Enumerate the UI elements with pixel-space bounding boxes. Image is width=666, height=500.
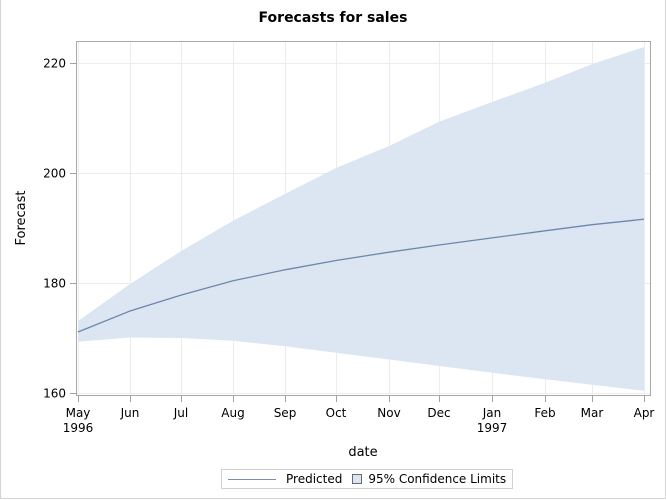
plot-area-border <box>76 41 651 396</box>
y-tick-label: 180 <box>43 277 66 291</box>
confidence-band <box>78 47 644 391</box>
y-tick-label: 220 <box>43 57 66 71</box>
chart-title: Forecasts for sales <box>258 10 408 26</box>
y-axis: 160 180 200 220 <box>43 57 76 401</box>
x-tick-label: May <box>66 406 91 420</box>
x-tick-label: Jul <box>173 406 188 420</box>
y-axis-label: Forecast <box>14 190 29 245</box>
x-tick-label: Mar <box>581 406 604 420</box>
y-tick-label: 160 <box>43 387 66 401</box>
x-tick-year-label: 1997 <box>477 421 508 435</box>
x-tick-label: Sep <box>274 406 297 420</box>
x-tick-label: Nov <box>377 406 400 420</box>
x-tick-label: Jan <box>482 406 502 420</box>
x-tick-label: Feb <box>534 406 555 420</box>
x-tick-label: Jun <box>120 406 140 420</box>
legend: Predicted 95% Confidence Limits <box>221 469 514 489</box>
x-tick-label: Oct <box>326 406 347 420</box>
predicted-line-icon <box>228 478 276 480</box>
legend-ci-label: 95% Confidence Limits <box>368 472 507 486</box>
legend-predicted-label: Predicted <box>286 472 343 486</box>
x-tick-label: Dec <box>427 406 450 420</box>
y-tick-label: 200 <box>43 167 66 181</box>
predicted-line <box>77 218 645 333</box>
x-tick-label: Aug <box>221 406 244 420</box>
x-tick-label: Apr <box>634 406 655 420</box>
confidence-band-swatch-icon <box>352 474 363 484</box>
x-tick-year-label: 1996 <box>63 421 94 435</box>
x-axis-label: date <box>348 445 377 460</box>
